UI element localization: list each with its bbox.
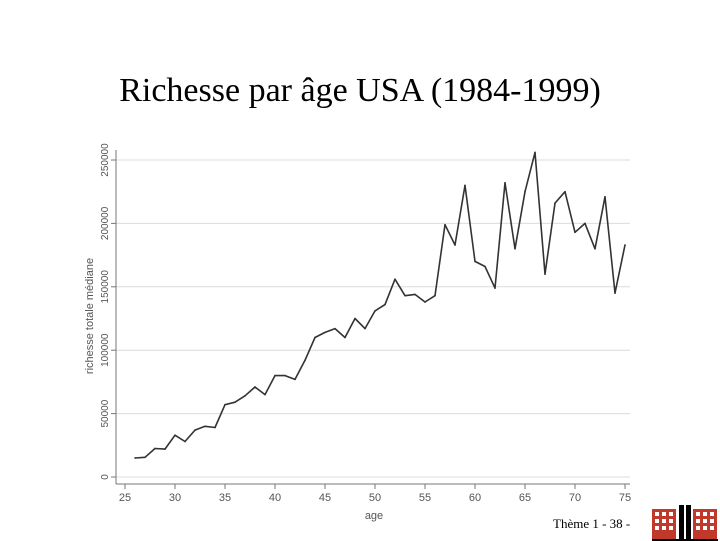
slide-footer: Thème 1 - 38 - [553,516,631,531]
data-point [564,190,566,193]
data-point [194,429,196,431]
data-point [264,393,266,396]
data-point [224,403,226,406]
series-group [134,151,626,459]
x-tick-label: 50 [369,492,381,504]
data-point [624,244,626,246]
data-point [394,278,396,280]
x-tick-label: 65 [519,492,531,504]
data-point [444,223,446,226]
data-point [314,336,316,339]
data-point [494,287,496,289]
data-point [354,317,356,320]
y-tick-label: 250000 [100,143,111,177]
y-tick-label: 50000 [100,399,111,427]
data-point [154,447,156,450]
slide-title: Richesse par âge USA (1984-1999) [119,72,601,109]
data-point [304,359,306,362]
data-point [514,247,516,250]
data-point [604,195,606,198]
data-point [424,301,426,303]
data-point [294,378,296,381]
x-tick-label: 30 [169,492,181,504]
data-point [344,336,346,339]
x-tick-label: 25 [119,492,131,504]
x-tick-label: 45 [319,492,331,504]
x-axis-title: age [365,510,383,522]
data-point [384,303,386,306]
y-axis-title: richesse totale médiane [84,258,96,374]
data-point [164,448,166,450]
data-point [274,374,276,377]
x-tick-label: 40 [269,492,281,504]
x-axis-ticks: 25 30 35 40 45 50 55 60 65 70 75 [119,484,631,504]
data-point [134,457,136,459]
institution-logo-icon [652,505,718,541]
data-point [554,202,556,204]
data-point [534,151,536,154]
y-tick-label: 100000 [100,333,111,367]
data-point [524,190,526,193]
data-point [204,425,206,428]
data-point [184,440,186,443]
data-point [404,294,406,297]
y-tick-label: 150000 [100,270,111,304]
data-point [414,293,416,296]
data-point [234,401,236,403]
data-point [374,310,376,312]
data-point [144,456,146,459]
x-tick-label: 75 [619,492,631,504]
data-point [214,426,216,429]
data-point [324,331,326,334]
x-tick-label: 70 [569,492,581,504]
data-point [434,294,436,297]
data-point [504,182,506,184]
y-tick-label: 200000 [100,206,111,240]
data-point [614,292,616,294]
data-point [464,184,466,187]
data-point [454,244,456,246]
gridlines [116,159,630,478]
x-tick-label: 55 [419,492,431,504]
data-point [334,327,336,330]
data-point [584,222,586,225]
data-point [254,386,256,388]
data-point [174,434,176,436]
data-point [364,327,366,330]
data-point [484,265,486,268]
x-tick-label: 35 [219,492,231,504]
data-point [284,374,286,377]
series-line [134,151,626,459]
plot-area [116,150,630,485]
data-point [544,273,546,275]
data-point [244,395,246,397]
x-tick-label: 60 [469,492,481,504]
data-point [474,260,476,263]
y-tick-label: 0 [100,474,111,480]
y-axis-ticks: 0 50000 100000 150000 200000 250000 [100,143,116,480]
data-point [594,247,596,250]
data-point [574,231,576,234]
